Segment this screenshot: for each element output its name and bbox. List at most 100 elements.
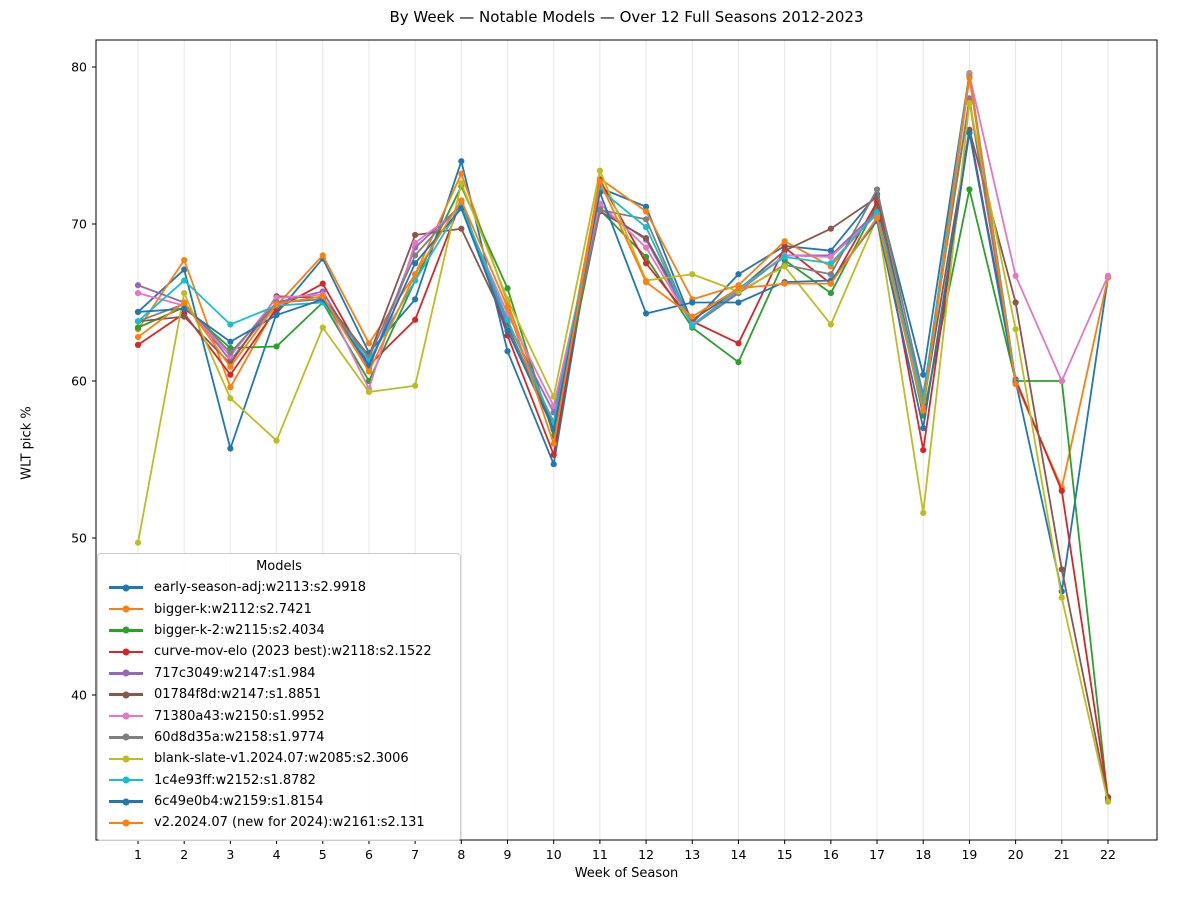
data-point — [504, 327, 511, 334]
y-tick-label: 60 — [71, 374, 87, 389]
legend-line-sample — [109, 712, 143, 720]
data-point — [550, 461, 557, 468]
data-point — [227, 349, 234, 356]
x-axis-label: Week of Season — [574, 866, 679, 881]
data-point — [1012, 326, 1019, 333]
legend-line-sample — [109, 733, 143, 741]
legend-line-sample — [109, 755, 143, 763]
legend-marker — [122, 712, 130, 720]
legend-item-label: 01784f8d:w2147:s1.8851 — [154, 687, 322, 703]
legend-item: curve-mov-elo (2023 best):w2118:s2.1522 — [98, 641, 460, 662]
data-point — [134, 324, 142, 331]
x-tick-label: 22 — [1100, 847, 1116, 862]
data-point — [966, 186, 973, 193]
data-point — [273, 300, 280, 308]
data-point — [504, 316, 511, 323]
x-tick-label: 18 — [915, 847, 931, 862]
data-point — [134, 289, 142, 297]
legend-item-label: 60d8d35a:w2158:s1.9774 — [154, 729, 325, 745]
legend-item-label: early-season-adj:w2113:s2.9918 — [154, 580, 367, 596]
data-point — [689, 313, 696, 320]
series-line — [137, 75, 1017, 425]
legend-marker — [122, 626, 130, 634]
data-point — [827, 271, 834, 278]
legend-item-label: curve-mov-elo (2023 best):w2118:s2.1522 — [154, 644, 432, 660]
legend-marker — [122, 584, 130, 592]
legend-item: v2.2024.07 (new for 2024):w2161:s2.131 — [98, 812, 460, 833]
data-point — [735, 285, 742, 292]
y-tick-label: 50 — [71, 531, 87, 546]
legend-line-sample — [109, 798, 143, 806]
x-tick-label: 15 — [777, 847, 793, 862]
data-point — [550, 393, 557, 400]
y-axis-label: WLT pick % — [19, 406, 35, 480]
series-line — [137, 72, 1109, 593]
x-tick-label: 12 — [638, 847, 654, 862]
series-line — [137, 77, 1017, 445]
legend-line-sample — [109, 669, 143, 677]
data-point — [642, 235, 650, 242]
data-point — [227, 384, 234, 391]
series-line — [137, 102, 1109, 802]
data-point — [966, 74, 973, 82]
data-point — [227, 344, 234, 352]
legend-marker — [122, 648, 130, 656]
data-point — [504, 285, 511, 292]
data-point — [227, 445, 234, 452]
legend-item: 71380a43:w2150:s1.9952 — [98, 705, 460, 726]
data-point — [781, 280, 788, 287]
data-point — [550, 440, 557, 447]
x-tick-label: 5 — [319, 847, 327, 862]
data-point — [550, 403, 557, 410]
legend-item-label: blank-slate-v1.2024.07:w2085:s2.3006 — [154, 751, 409, 767]
data-point — [642, 224, 650, 231]
data-point — [1012, 272, 1019, 279]
data-point — [735, 340, 742, 347]
data-point — [412, 252, 419, 259]
data-point — [735, 299, 742, 306]
data-point — [642, 310, 650, 317]
data-point — [181, 277, 188, 284]
legend-item: bigger-k-2:w2115:s2.4034 — [98, 620, 460, 641]
data-point — [1012, 381, 1019, 388]
legend-item: bigger-k:w2112:s2.7421 — [98, 598, 460, 619]
x-tick-label: 13 — [684, 847, 700, 862]
data-point — [1058, 487, 1065, 494]
data-point — [412, 316, 419, 323]
data-point — [642, 216, 650, 223]
x-tick-label: 9 — [504, 847, 512, 862]
data-point — [134, 341, 142, 348]
data-point — [827, 225, 834, 232]
data-point — [1058, 594, 1065, 601]
data-point — [365, 340, 373, 347]
data-point — [504, 296, 511, 303]
data-point — [920, 407, 927, 414]
data-point — [1104, 798, 1112, 805]
data-point — [596, 178, 604, 185]
x-tick-label: 11 — [592, 847, 608, 862]
data-point — [458, 158, 465, 165]
data-point — [735, 359, 742, 366]
data-point — [1012, 299, 1019, 306]
data-point — [735, 271, 742, 278]
data-point — [134, 539, 142, 546]
data-point — [273, 294, 280, 301]
legend-item-label: bigger-k-2:w2115:s2.4034 — [154, 622, 325, 638]
legend-line-sample — [109, 776, 143, 784]
legend-marker — [122, 755, 130, 763]
legend-line-sample — [109, 819, 143, 827]
legend-marker — [122, 605, 130, 613]
data-point — [319, 293, 326, 300]
x-tick-label: 6 — [365, 847, 373, 862]
data-point — [920, 425, 927, 432]
data-point — [458, 225, 465, 232]
legend-marker — [122, 819, 130, 827]
data-point — [319, 252, 326, 259]
data-point — [181, 305, 188, 312]
legend-item-label: 717c3049:w2147:s1.984 — [154, 665, 316, 681]
data-point — [966, 129, 973, 137]
chart-title: By Week — Notable Models — Over 12 Full … — [389, 8, 864, 26]
data-point — [873, 209, 881, 217]
legend-item-label: bigger-k:w2112:s2.7421 — [154, 601, 312, 617]
